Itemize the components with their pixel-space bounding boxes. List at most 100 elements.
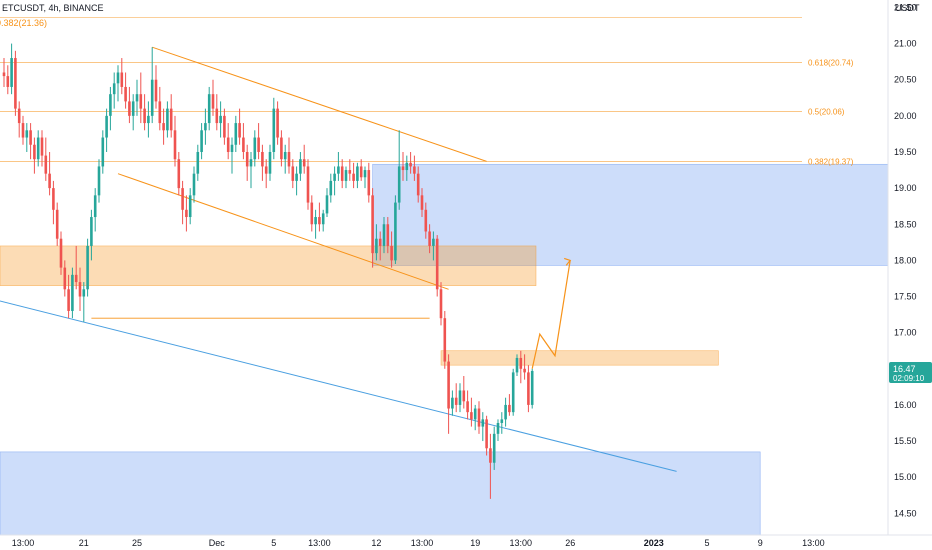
candle — [166, 101, 169, 138]
candle — [52, 180, 55, 225]
candle-body — [523, 368, 526, 373]
candle — [188, 188, 192, 225]
candle — [511, 368, 515, 416]
candle — [530, 368, 534, 409]
candle-body — [249, 159, 253, 167]
candle-body — [116, 72, 120, 84]
candle-body — [109, 94, 112, 116]
candle — [86, 238, 89, 297]
candle-body — [325, 195, 329, 214]
candle — [504, 397, 507, 427]
candle — [59, 231, 63, 275]
price-tag-countdown: 02:09:10 — [893, 374, 925, 383]
candle-body — [462, 390, 466, 402]
candle-body — [348, 170, 352, 174]
y-tick-label: 21.50 — [894, 2, 917, 12]
candle-body — [371, 195, 374, 254]
currency-label: USDT — [895, 3, 920, 13]
candle-body — [390, 245, 393, 261]
candle — [470, 397, 473, 427]
x-tick-label: 13:00 — [510, 538, 533, 548]
candle-body — [481, 419, 485, 427]
candle-body — [6, 76, 10, 87]
candle-body — [200, 130, 203, 152]
candle-body — [314, 217, 317, 225]
candle — [390, 231, 393, 268]
candle — [71, 267, 74, 319]
candle — [443, 310, 447, 369]
symbol-header[interactable]: ETCUSDT, 4h, BINANCE — [2, 3, 104, 13]
price-tag-bg — [889, 361, 932, 383]
candle-body — [2, 72, 6, 77]
candle — [120, 58, 124, 95]
candle — [356, 162, 359, 189]
candle — [451, 390, 454, 416]
candle-body — [435, 238, 439, 290]
candle-body — [466, 401, 469, 413]
candle — [230, 137, 234, 174]
candle — [306, 159, 310, 210]
candle-body — [17, 108, 21, 124]
x-tick-label: 13:00 — [12, 538, 35, 548]
trendlines-layer — [0, 46, 677, 472]
candle — [492, 426, 496, 470]
candle-body — [253, 137, 257, 160]
candle — [283, 144, 287, 174]
candle-body — [397, 166, 401, 203]
candle-body — [52, 188, 55, 210]
candle-body — [295, 173, 298, 181]
candle-body — [181, 188, 184, 210]
candle — [519, 350, 523, 384]
candle-body — [401, 166, 405, 171]
x-tick-label: 9 — [758, 538, 763, 548]
candle-body — [458, 390, 462, 405]
candle-body — [386, 224, 390, 246]
candle-body — [321, 213, 325, 225]
candle — [238, 108, 241, 145]
candle-body — [470, 412, 473, 420]
candle — [29, 123, 32, 160]
candle — [63, 260, 67, 297]
candle — [489, 433, 492, 499]
candle — [177, 151, 181, 196]
candle — [405, 155, 409, 181]
candle — [462, 376, 466, 409]
x-tick-label: 13:00 — [308, 538, 331, 548]
candle — [473, 404, 477, 431]
candle-body — [329, 180, 333, 196]
candle — [272, 97, 276, 160]
candle-body — [492, 433, 496, 463]
candle-body — [158, 101, 162, 124]
candle-body — [378, 238, 382, 246]
candle-body — [33, 144, 36, 160]
candle-body — [515, 357, 519, 373]
candle-body — [10, 58, 13, 87]
candle — [348, 159, 352, 181]
candle — [363, 166, 367, 189]
candle-body — [120, 72, 124, 87]
candle — [340, 159, 344, 189]
candle — [295, 166, 298, 196]
candle-body — [48, 173, 51, 189]
candle-body — [223, 115, 226, 138]
candle — [97, 159, 101, 203]
candle-body — [40, 137, 44, 156]
candle — [207, 86, 211, 131]
y-tick-label: 19.50 — [894, 147, 917, 157]
candle-body — [93, 195, 97, 218]
candle-body — [489, 448, 492, 463]
candle — [101, 130, 105, 174]
candle — [287, 137, 291, 174]
fib-label-2: 0.382(19.37) — [808, 157, 854, 166]
candle-body — [352, 173, 355, 181]
candle — [481, 412, 485, 442]
candle — [352, 162, 355, 189]
candle — [367, 162, 371, 203]
candle — [226, 123, 230, 160]
candle-body — [257, 137, 260, 152]
zone-demand-3 — [0, 451, 761, 536]
candle-body — [162, 123, 165, 131]
